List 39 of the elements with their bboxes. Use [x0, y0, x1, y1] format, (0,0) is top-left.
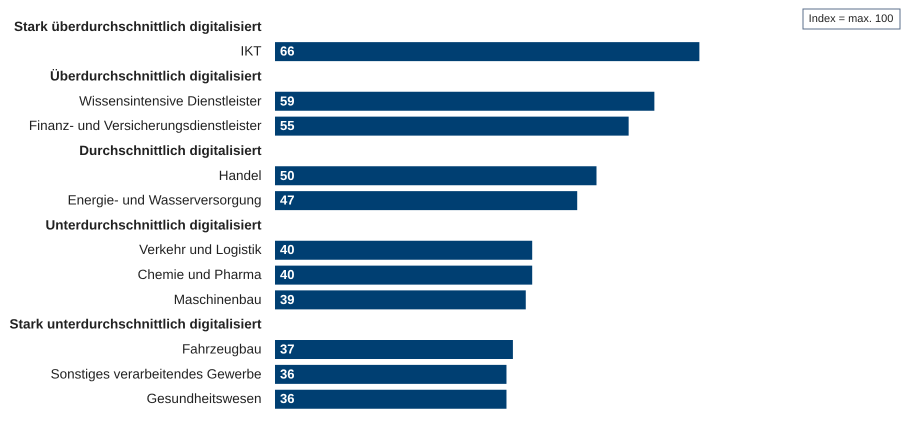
- data-label: 37: [280, 342, 294, 357]
- data-label: 50: [280, 168, 294, 183]
- y-tick-label: Maschinenbau: [174, 292, 262, 307]
- data-label: 66: [280, 44, 294, 59]
- bar: [275, 92, 654, 111]
- y-tick-label: Handel: [218, 168, 262, 183]
- y-tick-label: Chemie und Pharma: [138, 267, 262, 282]
- data-label: 40: [280, 242, 294, 258]
- annotation: Index = max. 100: [808, 13, 894, 25]
- bar: [275, 364, 506, 384]
- data-label: 40: [280, 267, 294, 282]
- bar: [275, 290, 526, 310]
- y-tick-label: Wissensintensive Dienstleister: [79, 93, 262, 108]
- y-tick-label: Überdurchschnittlich digitalisiert: [50, 68, 262, 84]
- y-tick-label: Stark überdurchschnittlich digitalisiert: [14, 18, 262, 34]
- data-label: 59: [280, 93, 294, 108]
- y-tick-label: Finanz- und Versicherungsdienstleister: [28, 118, 262, 134]
- data-label: 36: [280, 366, 294, 382]
- y-tick-label: Energie- und Wasserversorgung: [68, 192, 262, 208]
- y-tick-label: Verkehr und Logistik: [139, 242, 262, 258]
- data-label: 47: [280, 192, 294, 208]
- bar: [275, 116, 629, 136]
- bar: [275, 240, 532, 260]
- y-tick-label: Gesundheitswesen: [146, 391, 262, 406]
- data-label: 36: [280, 391, 294, 406]
- data-label: 55: [280, 118, 294, 134]
- bar: [275, 42, 700, 62]
- data-label: 39: [280, 292, 294, 307]
- bar: [275, 340, 513, 360]
- y-tick-label: Sonstiges verarbeitendes Gewerbe: [50, 366, 262, 382]
- y-tick-label: Unterdurchschnittlich digitalisiert: [45, 217, 262, 232]
- y-tick-label: Stark unterdurchschnittlich digitalisiert: [9, 316, 262, 332]
- y-tick-label: IKT: [240, 44, 262, 59]
- bar: [275, 191, 578, 210]
- bar: [275, 166, 596, 186]
- y-tick-label: Fahrzeugbau: [182, 342, 262, 357]
- bar: [275, 266, 532, 285]
- bar: [275, 390, 506, 409]
- y-tick-label: Durchschnittlich digitalisiert: [79, 142, 262, 158]
